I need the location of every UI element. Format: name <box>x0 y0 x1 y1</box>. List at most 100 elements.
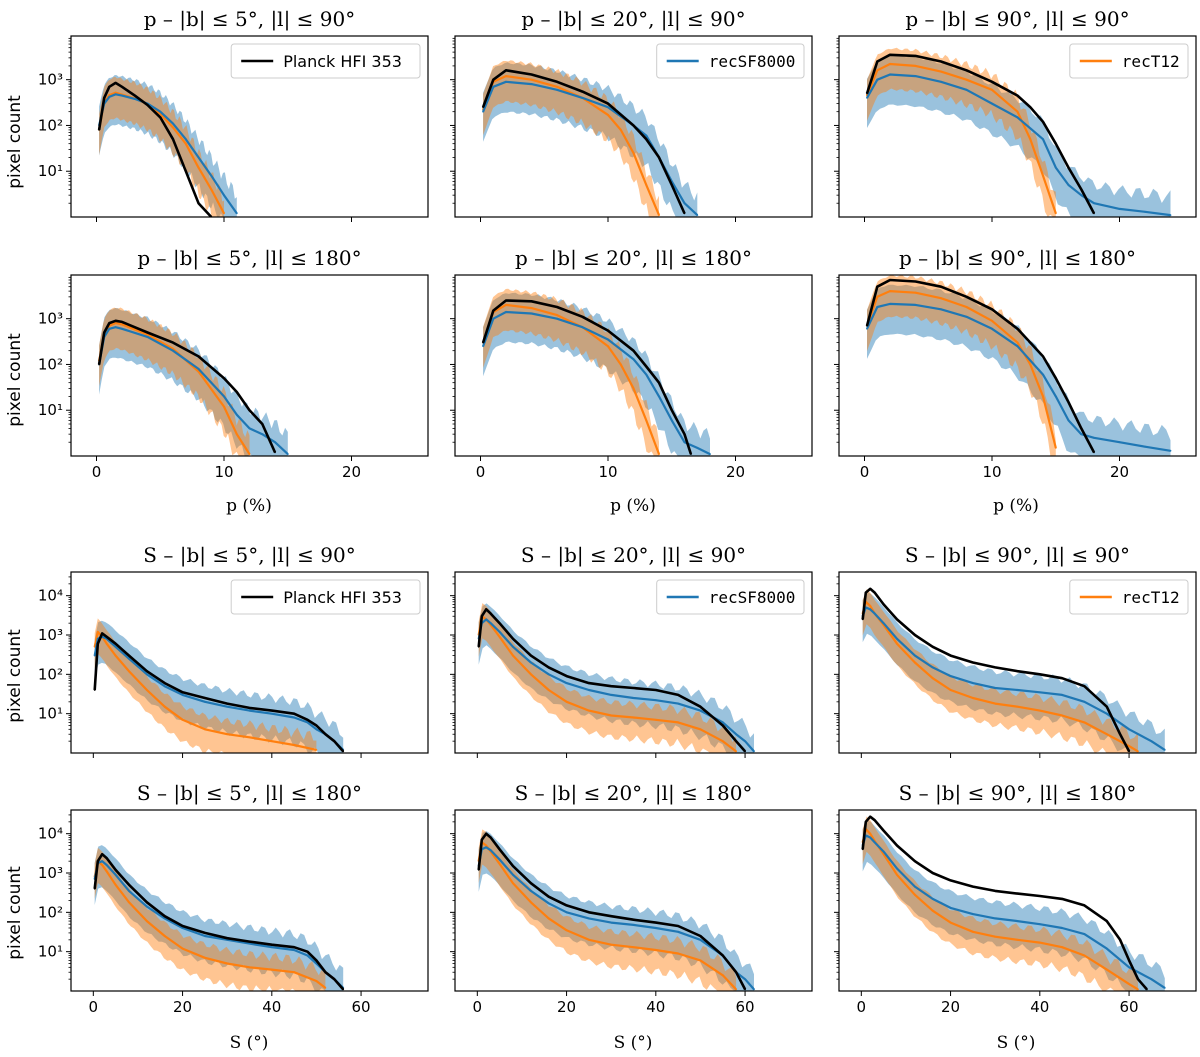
point-recSF8000 <box>235 413 238 416</box>
point-recSF8000 <box>512 873 514 876</box>
point-recT12 <box>105 642 108 645</box>
point-recT12 <box>940 70 942 73</box>
point-recT12 <box>677 952 679 955</box>
point-planck <box>197 202 200 205</box>
point-planck <box>93 689 96 691</box>
point-planck <box>204 932 206 934</box>
band-recT12 <box>862 816 1138 991</box>
point-recSF8000 <box>1128 728 1130 731</box>
point-planck <box>146 331 149 334</box>
point-planck <box>480 838 483 841</box>
point-planck <box>248 707 251 709</box>
point-planck <box>607 102 609 105</box>
point-recSF8000 <box>994 687 997 689</box>
point-planck <box>181 925 184 927</box>
point-recSF8000 <box>1105 712 1108 715</box>
point-recT12 <box>1042 174 1044 177</box>
point-recSF8000 <box>293 716 295 719</box>
band-recT12 <box>94 618 317 753</box>
point-recSF8000 <box>1083 700 1086 703</box>
point-planck <box>146 670 148 673</box>
panel-title: S – |b| ≤ 20°, |l| ≤ 90° <box>521 543 746 568</box>
point-planck <box>505 69 507 72</box>
point-planck <box>315 724 318 727</box>
point-planck <box>1029 106 1032 109</box>
point-planck <box>677 694 679 696</box>
x-tick-label: 0 <box>476 463 486 481</box>
point-planck <box>565 904 568 907</box>
point-recT12 <box>658 453 660 455</box>
point-planck <box>293 712 295 715</box>
point-recSF8000 <box>588 917 590 920</box>
point-recT12 <box>128 670 130 673</box>
x-tick-label: 20 <box>173 998 192 1016</box>
point-recSF8000 <box>949 675 952 677</box>
band-recSF8000 <box>483 292 710 456</box>
point-recT12 <box>146 920 148 922</box>
point-recSF8000 <box>235 212 238 215</box>
point-recT12 <box>1083 954 1086 957</box>
plot-area <box>865 275 1172 456</box>
point-recT12 <box>505 75 507 77</box>
point-planck <box>293 946 295 949</box>
point-recSF8000 <box>1080 194 1083 197</box>
point-recSF8000 <box>1128 966 1130 969</box>
point-planck <box>96 860 99 863</box>
point-planck <box>994 890 997 892</box>
x-axis-label-S-col1: S (°) <box>230 1033 269 1053</box>
point-recSF8000 <box>197 368 200 370</box>
point-planck <box>632 687 635 689</box>
point-planck <box>485 832 488 835</box>
y-tick-label: 10⁴ <box>38 587 63 605</box>
y-axis-label-row2: pixel count <box>5 333 25 427</box>
panel-title: p – |b| ≤ 90°, |l| ≤ 180° <box>899 246 1136 271</box>
point-planck <box>869 587 872 590</box>
point-planck <box>972 885 974 888</box>
point-planck <box>882 603 885 606</box>
band-recT12 <box>99 76 224 217</box>
point-recT12 <box>876 69 879 72</box>
point-recT12 <box>931 677 934 680</box>
point-planck <box>128 654 130 657</box>
point-planck <box>654 689 657 691</box>
point-recSF8000 <box>1144 210 1146 213</box>
point-planck <box>607 329 609 332</box>
x-axis-label-p-col1: p (%) <box>226 496 272 516</box>
point-planck <box>498 622 501 625</box>
point-recSF8000 <box>1016 920 1019 922</box>
point-recSF8000 <box>744 740 746 743</box>
band-recSF8000 <box>478 831 754 991</box>
panel-10: 0 20 40 60 10¹ 10² 10³ 10⁴ S – |b| ≤ 5°, |l| ≤ 1… <box>38 781 429 1016</box>
point-planck <box>1093 451 1095 454</box>
point-planck <box>128 883 130 886</box>
point-recSF8000 <box>530 83 533 85</box>
point-recSF8000 <box>1150 978 1153 981</box>
point-recSF8000 <box>1118 441 1121 444</box>
point-planck <box>333 978 336 981</box>
point-recSF8000 <box>1038 923 1041 926</box>
point-recSF8000 <box>607 338 609 341</box>
point-recSF8000 <box>261 433 264 436</box>
point-recT12 <box>505 304 507 306</box>
point-planck <box>103 97 106 99</box>
line-recSF8000 <box>866 302 1171 452</box>
point-recT12 <box>96 631 99 633</box>
point-planck <box>114 319 117 322</box>
point-recSF8000 <box>1083 933 1086 935</box>
point-planck <box>721 724 724 727</box>
point-recT12 <box>565 700 568 703</box>
point-planck <box>699 705 702 708</box>
point-planck <box>1016 670 1019 673</box>
point-planck <box>114 82 117 84</box>
point-recT12 <box>645 184 648 186</box>
point-recSF8000 <box>172 349 174 352</box>
point-planck <box>1054 377 1057 380</box>
point-recT12 <box>163 705 166 708</box>
point-recSF8000 <box>699 938 702 941</box>
point-planck <box>163 682 166 684</box>
plot-area <box>97 75 238 217</box>
point-recT12 <box>889 290 891 292</box>
panel-title: p – |b| ≤ 20°, |l| ≤ 180° <box>515 246 752 271</box>
point-planck <box>873 591 876 594</box>
point-recSF8000 <box>972 682 974 684</box>
